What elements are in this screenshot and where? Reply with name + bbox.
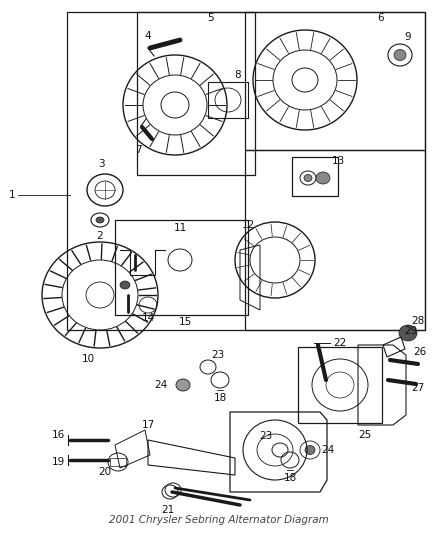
Text: 25: 25	[358, 430, 371, 440]
Text: 10: 10	[81, 354, 95, 364]
Bar	[298, 347, 382, 423]
Bar	[245, 150, 425, 330]
Text: 27: 27	[411, 383, 424, 393]
Text: 21: 21	[161, 505, 175, 515]
Ellipse shape	[316, 172, 330, 184]
Text: 16: 16	[51, 430, 65, 440]
Bar	[67, 12, 425, 330]
Text: 4: 4	[145, 31, 151, 41]
Text: 22: 22	[333, 338, 346, 348]
Text: 3: 3	[98, 159, 104, 169]
Text: 2001 Chrysler Sebring Alternator Diagram: 2001 Chrysler Sebring Alternator Diagram	[109, 515, 329, 525]
Text: 5: 5	[207, 13, 213, 23]
Ellipse shape	[96, 217, 104, 223]
Text: 11: 11	[173, 223, 187, 233]
Bar	[137, 12, 255, 175]
Text: 7: 7	[135, 145, 141, 155]
Text: 26: 26	[413, 347, 427, 357]
Text: 17: 17	[141, 420, 155, 430]
Ellipse shape	[176, 379, 190, 391]
Text: 15: 15	[178, 317, 192, 327]
Text: 28: 28	[411, 316, 424, 326]
Text: 1: 1	[9, 190, 15, 200]
Bar	[208, 82, 248, 118]
Text: 19: 19	[51, 457, 65, 467]
Text: 18: 18	[283, 473, 297, 483]
Text: 14: 14	[141, 313, 155, 323]
Ellipse shape	[120, 281, 130, 289]
Text: 12: 12	[241, 220, 254, 230]
Text: 6: 6	[378, 13, 384, 23]
Ellipse shape	[86, 282, 114, 308]
Text: 8: 8	[235, 70, 241, 80]
Bar	[245, 12, 425, 150]
Ellipse shape	[304, 174, 312, 182]
Text: 23: 23	[259, 431, 272, 441]
Text: 29: 29	[404, 326, 417, 336]
Text: 13: 13	[332, 156, 345, 166]
Text: 18: 18	[213, 393, 226, 403]
Ellipse shape	[394, 50, 406, 61]
Text: 20: 20	[99, 467, 112, 477]
Text: 23: 23	[212, 350, 225, 360]
Bar	[115, 220, 248, 315]
Text: 24: 24	[154, 380, 168, 390]
Text: 2: 2	[97, 231, 103, 241]
Text: 24: 24	[321, 445, 335, 455]
Bar	[110, 458, 126, 466]
Text: 9: 9	[405, 32, 411, 42]
Ellipse shape	[305, 446, 315, 455]
Bar	[292, 157, 338, 196]
Ellipse shape	[399, 325, 417, 341]
